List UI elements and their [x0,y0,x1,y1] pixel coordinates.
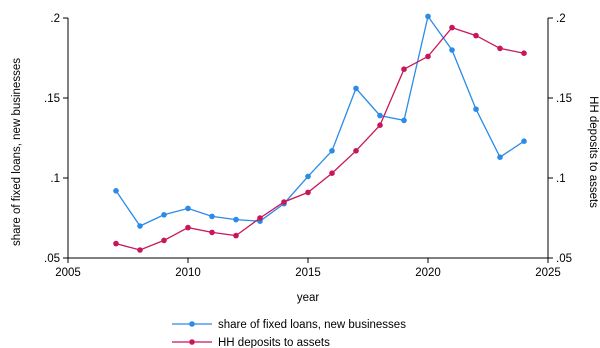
legend-item-hh-deposits: HH deposits to assets [172,337,330,348]
series-hh-deposits [113,24,527,253]
y-left-tick-label: .15 [44,93,60,105]
legend-label-hh-deposits: HH deposits to assets [218,337,330,348]
y-left-tick-label: .1 [50,173,60,185]
x-tick-label: 2005 [55,267,81,279]
data-point [473,32,479,39]
data-point [449,24,455,31]
data-point [377,122,383,128]
data-point [305,189,311,196]
plot-frame [67,18,549,259]
legend-swatch-fixed-loans-marker [189,321,195,327]
data-point [257,215,263,221]
data-point [329,170,335,176]
series-line [115,14,525,227]
data-point [425,53,431,60]
y-left-axis-title: share of fixed loans, new businesses [11,58,23,246]
x-axis-ticks: 2005 2010 2015 2020 2025 [55,258,561,279]
y-right-tick-label: .15 [556,93,572,105]
data-point [233,216,239,223]
x-tick-label: 2015 [295,267,321,279]
series-layer [113,13,527,253]
y-left-tick-label: .2 [50,13,60,25]
data-point [473,106,479,112]
y-right-tick-label: .1 [556,173,566,185]
data-point [209,213,215,220]
x-tick-label: 2025 [535,267,561,279]
data-point [521,50,527,56]
data-point [185,205,191,212]
data-point [137,223,143,229]
x-tick-label: 2010 [175,267,201,279]
x-tick-label: 2020 [415,267,441,279]
y-right-axis-title: HH deposits to assets [587,96,599,208]
data-point [377,112,383,119]
y-right-tick-label: .05 [556,253,572,265]
data-point [425,13,431,20]
y-left-axis-ticks: .05 .1 .15 .2 [44,13,68,265]
series-fixed-loans [113,13,527,229]
data-point [161,237,167,244]
data-point [305,173,311,180]
y-right-axis-ticks: .05 .1 .15 .2 [548,13,572,265]
data-point [449,47,455,53]
legend-label-fixed-loans: share of fixed loans, new businesses [218,319,406,331]
legend: share of fixed loans, new businesses HH … [172,319,406,348]
series-line [115,26,525,251]
data-point [113,188,119,194]
data-point [329,148,335,154]
data-point [185,224,191,231]
legend-swatch-hh-deposits-marker [189,339,195,345]
legend-item-fixed-loans: share of fixed loans, new businesses [172,319,406,331]
data-point [401,66,407,72]
data-point [497,154,503,160]
data-point [113,240,119,247]
data-point [161,212,167,218]
y-left-tick-label: .05 [44,253,60,265]
data-point [233,232,239,239]
data-point [281,199,287,205]
data-point [521,138,527,144]
data-point [401,117,407,124]
y-right-tick-label: .2 [556,13,566,25]
data-point [209,229,215,236]
data-point [353,85,359,92]
data-point [353,148,359,154]
data-point [137,247,143,253]
data-point [497,45,503,52]
x-axis-title: year [297,292,320,304]
